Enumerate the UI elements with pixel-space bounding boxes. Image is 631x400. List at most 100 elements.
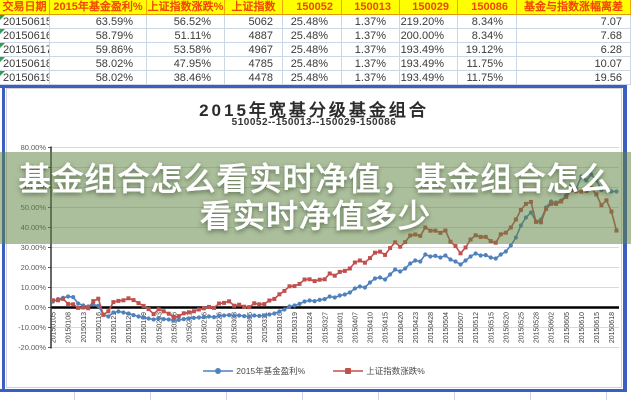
header-cell[interactable]: 交易日期	[0, 0, 50, 15]
header-cell[interactable]: 2015年基金盈利%	[50, 0, 147, 15]
svg-text:20150306: 20150306	[247, 312, 254, 343]
table-cell[interactable]: 58.02%	[50, 71, 147, 85]
caption-line-1: 基金组合怎么看实时净值，基金组合怎么	[18, 161, 613, 197]
table-cell[interactable]: 1.37%	[342, 71, 400, 85]
svg-text:20150420: 20150420	[398, 312, 405, 343]
table-cell[interactable]: 200.00%	[400, 29, 458, 43]
table-cell[interactable]: 11.75%	[458, 57, 517, 71]
svg-text:20150525: 20150525	[519, 312, 526, 343]
svg-text:0.00%: 0.00%	[25, 303, 47, 312]
table-cell[interactable]: 1.37%	[342, 15, 400, 29]
table-cell[interactable]: 20150619	[0, 71, 50, 85]
table-cell[interactable]: 19.12%	[458, 43, 517, 57]
table-cell[interactable]: 1.37%	[342, 43, 400, 57]
svg-text:20.00%: 20.00%	[21, 263, 47, 272]
spreadsheet-bottom-row	[0, 392, 631, 400]
table-cell[interactable]: 38.46%	[147, 71, 225, 85]
svg-text:20150203: 20150203	[156, 312, 163, 343]
table-cell[interactable]: 19.56	[517, 71, 631, 85]
svg-text:20150211: 20150211	[186, 312, 193, 343]
header-cell[interactable]: 150052	[283, 0, 342, 15]
svg-text:20150618: 20150618	[609, 312, 616, 343]
header-cell[interactable]: 150013	[342, 0, 400, 15]
svg-text:20150605: 20150605	[564, 312, 571, 343]
page-break-border-top	[0, 85, 627, 88]
header-cell[interactable]: 150086	[458, 0, 517, 15]
table-cell[interactable]: 47.95%	[147, 57, 225, 71]
table-cell[interactable]: 20150615	[0, 15, 50, 29]
header-cell[interactable]: 150029	[400, 0, 458, 15]
table-cell[interactable]: 56.52%	[147, 15, 225, 29]
table-cell[interactable]: 193.49%	[400, 57, 458, 71]
svg-text:20150407: 20150407	[352, 312, 359, 343]
table-cell[interactable]: 20150618	[0, 57, 50, 71]
column-gridline	[454, 392, 455, 400]
svg-text:20150528: 20150528	[534, 312, 541, 343]
table-cell[interactable]: 25.48%	[283, 29, 342, 43]
svg-text:20150410: 20150410	[368, 312, 375, 343]
table-cell[interactable]: 1.37%	[342, 29, 400, 43]
error-flag-triangle	[0, 43, 5, 48]
table-cell[interactable]: 58.79%	[50, 29, 147, 43]
table-cell[interactable]: 51.11%	[147, 29, 225, 43]
header-cell[interactable]: 上证指数	[225, 0, 283, 15]
svg-text:20150316: 20150316	[277, 312, 284, 343]
table-cell[interactable]: 5062	[225, 15, 283, 29]
legend-marker-index-icon	[333, 368, 364, 374]
table-cell[interactable]: 1.37%	[342, 57, 400, 71]
table-cell[interactable]: 219.20%	[400, 15, 458, 29]
table-cell[interactable]: 193.49%	[400, 43, 458, 57]
svg-text:20150121: 20150121	[111, 312, 118, 343]
caption-line-2: 看实时净值多少	[199, 198, 431, 234]
svg-text:20150129: 20150129	[141, 312, 148, 343]
svg-text:20150423: 20150423	[413, 312, 420, 343]
table-cell[interactable]: 193.49%	[400, 71, 458, 85]
svg-text:20150108: 20150108	[66, 312, 73, 343]
table-cell[interactable]: 20150616	[0, 29, 50, 43]
svg-text:20150520: 20150520	[503, 312, 510, 343]
error-flag-triangle	[0, 29, 5, 34]
table-cell[interactable]: 63.59%	[50, 15, 147, 29]
table-cell[interactable]: 6.28	[517, 43, 631, 57]
table-cell[interactable]: 20150617	[0, 43, 50, 57]
table-cell[interactable]: 10.07	[517, 57, 631, 71]
chart-legend: 2015年基金盈利% 上证指数涨跌%	[7, 365, 621, 377]
table-cell[interactable]: 4967	[225, 43, 283, 57]
table-cell[interactable]: 7.68	[517, 29, 631, 43]
header-cell[interactable]: 基金与指数涨幅离差	[517, 0, 631, 15]
svg-text:20150105: 20150105	[51, 312, 58, 343]
svg-text:-10.00%: -10.00%	[18, 323, 46, 332]
legend-item-index[interactable]: 上证指数涨跌%	[333, 365, 425, 377]
table-cell[interactable]: 25.48%	[283, 43, 342, 57]
table-cell[interactable]: 7.07	[517, 15, 631, 29]
table-cell[interactable]: 4785	[225, 57, 283, 71]
table-cell[interactable]: 4478	[225, 71, 283, 85]
table-cell[interactable]: 25.48%	[283, 15, 342, 29]
column-gridline	[530, 392, 531, 400]
svg-text:20150615: 20150615	[594, 312, 601, 343]
table-cell[interactable]: 4887	[225, 29, 283, 43]
svg-text:20150206: 20150206	[171, 312, 178, 343]
svg-text:20150113: 20150113	[81, 312, 88, 343]
table-cell[interactable]: 11.75%	[458, 71, 517, 85]
table-cell[interactable]: 58.02%	[50, 57, 147, 71]
svg-text:20150327: 20150327	[322, 312, 329, 343]
table-cell[interactable]: 59.86%	[50, 43, 147, 57]
table-cell[interactable]: 53.58%	[147, 43, 225, 57]
table-cell[interactable]: 8.34%	[458, 29, 517, 43]
column-gridline	[378, 392, 379, 400]
svg-text:-20.00%: -20.00%	[18, 343, 46, 352]
error-flag-triangle	[0, 71, 5, 76]
table-cell[interactable]: 8.34%	[458, 15, 517, 29]
svg-text:20150216: 20150216	[202, 312, 209, 343]
table-cell[interactable]: 25.48%	[283, 71, 342, 85]
svg-text:20150515: 20150515	[488, 312, 495, 343]
column-gridline	[150, 392, 151, 400]
svg-text:20150602: 20150602	[549, 312, 556, 343]
legend-label-index: 上证指数涨跌%	[366, 366, 425, 376]
table-cell[interactable]: 25.48%	[283, 57, 342, 71]
legend-item-fund[interactable]: 2015年基金盈利%	[203, 365, 305, 377]
header-cell[interactable]: 上证指数涨跌%	[147, 0, 225, 15]
column-gridline	[226, 392, 227, 400]
svg-text:20150303: 20150303	[232, 312, 239, 343]
